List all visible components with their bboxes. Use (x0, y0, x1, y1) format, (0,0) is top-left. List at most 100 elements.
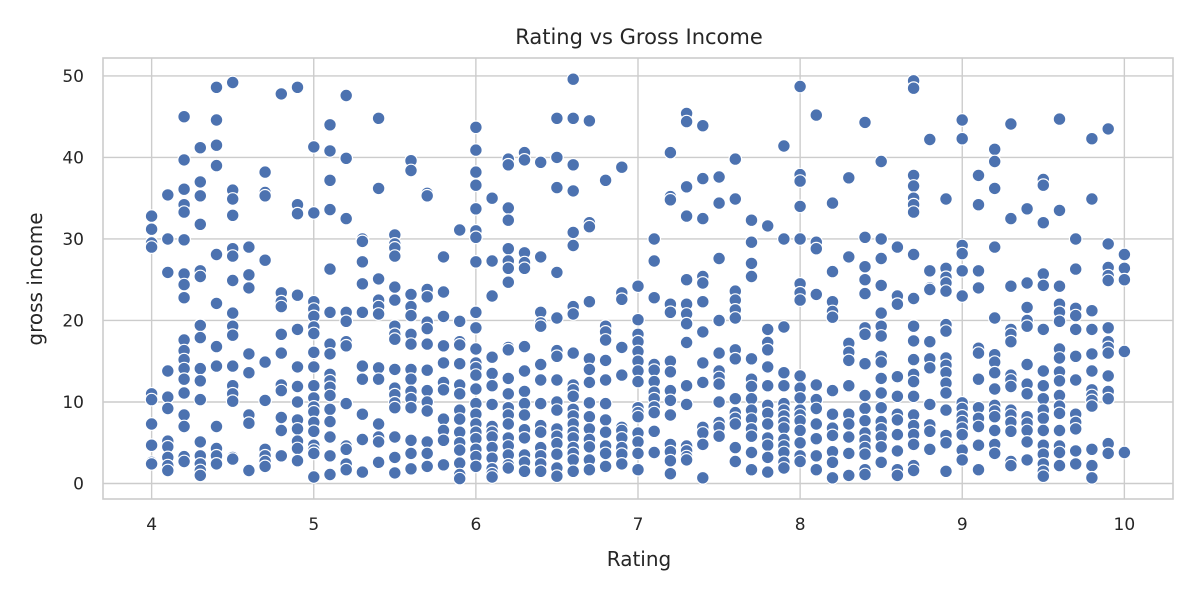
data-point (679, 335, 694, 350)
data-point (517, 396, 532, 411)
data-point (420, 459, 435, 474)
data-point (323, 305, 337, 320)
data-point (679, 378, 694, 393)
data-point (598, 446, 613, 461)
data-point (971, 346, 986, 361)
data-point (1084, 192, 1099, 206)
data-point (777, 378, 791, 393)
data-point (436, 285, 451, 299)
data-point (922, 397, 937, 412)
data-point (566, 183, 581, 198)
data-point (631, 446, 645, 461)
data-point (598, 413, 613, 427)
y-axis-label: gross income (23, 212, 47, 345)
data-point (420, 321, 435, 336)
data-point (1068, 444, 1083, 458)
data-point (858, 115, 872, 130)
data-point (1068, 422, 1083, 436)
data-point (793, 435, 807, 450)
data-point (777, 139, 791, 153)
data-point (1036, 469, 1051, 484)
data-point (793, 232, 807, 246)
data-point (890, 468, 905, 483)
data-point (436, 309, 451, 324)
data-point (225, 273, 240, 288)
data-point (777, 461, 791, 475)
data-point (323, 262, 337, 277)
data-point (485, 366, 500, 381)
data-point (404, 308, 418, 323)
data-point (598, 425, 613, 440)
data-point (858, 413, 872, 428)
data-point (160, 463, 175, 478)
data-point (323, 414, 337, 429)
data-point (193, 361, 208, 376)
data-point (793, 423, 807, 438)
data-point (598, 333, 613, 347)
data-point (436, 356, 451, 370)
data-point (339, 396, 354, 411)
data-point (274, 383, 289, 398)
data-point (1020, 453, 1034, 467)
data-point (517, 261, 532, 276)
data-point (841, 170, 856, 185)
data-point (922, 263, 937, 278)
data-point (841, 353, 856, 368)
data-point (922, 334, 937, 349)
data-point (290, 80, 305, 95)
data-point (744, 462, 759, 477)
data-point (1052, 351, 1067, 365)
data-point (922, 442, 937, 457)
data-point (695, 118, 710, 133)
data-point (906, 352, 921, 367)
data-point (939, 192, 953, 206)
data-point (728, 351, 743, 366)
data-point (1036, 322, 1051, 337)
data-point (1036, 267, 1051, 281)
data-point (404, 287, 418, 302)
data-point (841, 378, 856, 393)
data-point (987, 240, 1002, 255)
data-point (598, 173, 613, 188)
data-point (209, 113, 224, 127)
data-point (987, 142, 1002, 157)
data-point (387, 280, 402, 295)
data-point (647, 405, 662, 420)
data-point (695, 171, 710, 186)
data-point (1020, 435, 1034, 449)
data-point (971, 419, 986, 434)
data-point (144, 222, 159, 237)
data-point (874, 154, 889, 169)
data-point (517, 431, 532, 445)
data-point (452, 338, 467, 352)
data-point (695, 294, 710, 309)
data-point (728, 192, 743, 206)
y-tick-label: 10 (62, 393, 84, 413)
data-point (404, 337, 418, 352)
data-point (695, 375, 710, 390)
data-point (971, 197, 986, 212)
data-point (420, 337, 435, 352)
data-point (469, 368, 483, 383)
data-point (663, 393, 678, 408)
data-point (469, 201, 483, 216)
data-point (193, 174, 208, 189)
x-axis-label: Rating (607, 547, 671, 571)
data-point (193, 435, 208, 449)
data-point (874, 455, 889, 470)
data-point (501, 261, 516, 276)
data-point (906, 81, 921, 96)
data-point (1036, 215, 1051, 230)
data-point (306, 326, 321, 341)
data-point (1052, 373, 1067, 388)
data-point (485, 350, 500, 365)
data-point (598, 373, 613, 387)
data-point (209, 138, 224, 153)
data-point (695, 276, 710, 290)
data-point (728, 152, 743, 167)
data-point (160, 390, 175, 405)
data-point (485, 378, 500, 393)
data-point (1004, 279, 1018, 294)
data-point (241, 267, 256, 282)
